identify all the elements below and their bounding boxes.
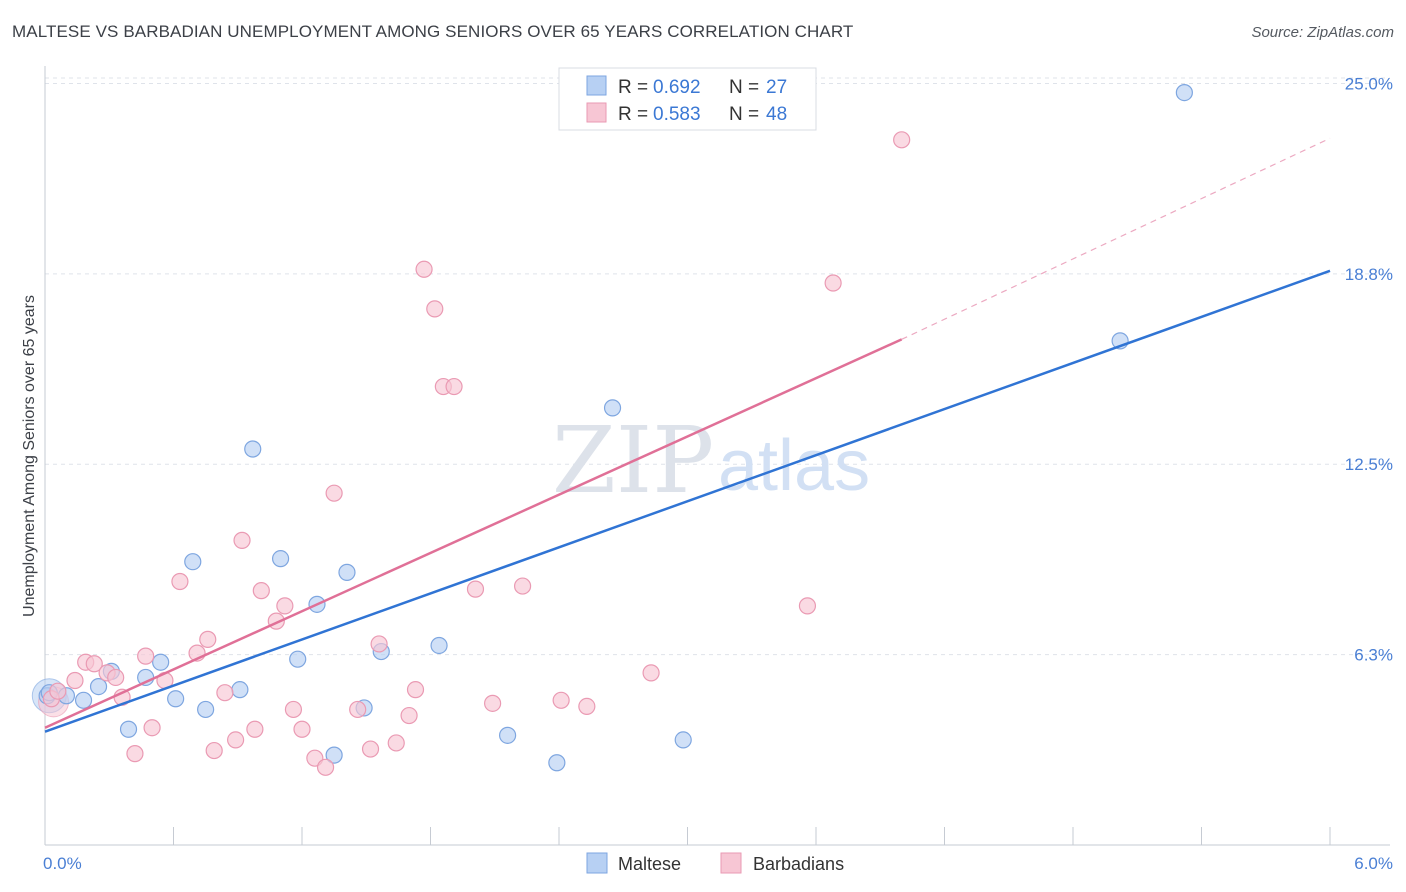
point-barbadian-41 — [552, 691, 570, 709]
trend-extension-barbadian — [901, 137, 1331, 340]
point-barbadian-6 — [107, 668, 125, 687]
point-barbadian-1 — [49, 682, 67, 700]
point-barbadian-9 — [137, 647, 155, 665]
point-barbadian-33 — [406, 681, 425, 699]
point-barbadian-45 — [824, 274, 842, 292]
point-maltese-17 — [325, 746, 343, 764]
y-axis-label: Unemployment Among Seniors over 65 years — [21, 295, 38, 617]
y-tick-label-2: 18.8% — [1345, 265, 1393, 284]
bottom-legend-swatch-barbadian — [720, 852, 742, 874]
point-maltese-10 — [184, 553, 202, 571]
legend-swatch-maltese — [586, 75, 607, 96]
point-maltese-23 — [548, 754, 566, 772]
data-points — [31, 83, 1193, 776]
watermark-atlas: atlas — [718, 426, 870, 506]
point-maltese-6 — [119, 720, 138, 738]
point-barbadian-2 — [66, 671, 84, 690]
point-barbadian-4 — [85, 655, 103, 673]
point-barbadian-37 — [445, 377, 463, 396]
legend-maltese-n-value: 27 — [766, 77, 787, 98]
point-barbadian-27 — [325, 484, 343, 502]
point-barbadian-30 — [370, 635, 388, 653]
point-maltese-3 — [74, 691, 93, 709]
point-barbadian-19 — [246, 720, 264, 738]
point-barbadian-43 — [642, 664, 660, 682]
legend-maltese-r-value: 0.692 — [653, 77, 701, 98]
point-barbadian-28 — [349, 700, 367, 719]
point-maltese-18 — [338, 563, 356, 581]
bottom-legend-swatch-maltese — [586, 852, 608, 874]
point-barbadian-17 — [227, 731, 245, 749]
point-barbadian-34 — [415, 260, 433, 278]
point-barbadian-16 — [216, 684, 234, 702]
x-tick-labels: 0.0% 6.0% — [43, 854, 1393, 873]
point-maltese-4 — [89, 677, 108, 696]
point-barbadian-40 — [513, 577, 532, 595]
point-barbadian-32 — [400, 706, 418, 725]
legend-barbadian-r-label: R = — [618, 104, 648, 125]
point-barbadian-44 — [798, 597, 817, 615]
point-barbadian-31 — [387, 734, 405, 752]
point-barbadian-18 — [233, 531, 251, 549]
gridlines — [45, 77, 1390, 656]
legend-swatch-barbadian — [586, 102, 607, 123]
legend-barbadian-n-label: N = — [729, 104, 759, 125]
y-tick-labels: 6.3% 12.5% 18.8% 25.0% — [1345, 74, 1393, 664]
chart-title: MALTESE VS BARBADIAN UNEMPLOYMENT AMONG … — [12, 22, 854, 41]
point-barbadian-39 — [484, 694, 502, 712]
point-maltese-15 — [289, 650, 307, 668]
point-barbadian-26 — [316, 758, 335, 776]
y-tick-label-3: 25.0% — [1345, 74, 1393, 93]
point-barbadian-46 — [893, 131, 911, 149]
series-legend: Maltese Barbadians — [586, 852, 844, 874]
bottom-legend-barbadians: Barbadians — [753, 854, 844, 874]
x-tick-label-0: 0.0% — [43, 854, 82, 873]
trend-line-barbadian — [44, 338, 903, 729]
point-maltese-22 — [499, 726, 517, 744]
correlation-legend: R = 0.692 N = 27 R = 0.583 N = 48 — [558, 67, 817, 131]
point-barbadian-15 — [205, 741, 223, 760]
trend-lines — [44, 137, 1331, 733]
point-maltese-9 — [167, 690, 185, 708]
legend-maltese-n-label: N = — [729, 77, 759, 98]
point-barbadian-38 — [466, 580, 485, 598]
point-barbadian-14 — [199, 630, 217, 648]
point-barbadian-23 — [284, 700, 303, 719]
point-barbadian-35 — [426, 300, 444, 318]
point-barbadian-42 — [578, 697, 596, 716]
point-barbadian-20 — [252, 582, 270, 600]
point-maltese-25 — [674, 731, 692, 749]
legend-barbadian-r-value: 0.583 — [653, 104, 701, 125]
axes — [44, 66, 1390, 846]
point-barbadian-10 — [143, 719, 161, 737]
point-maltese-12 — [231, 681, 249, 699]
point-maltese-11 — [197, 700, 215, 719]
y-tick-label-0: 6.3% — [1354, 646, 1393, 665]
x-tick-label-1: 6.0% — [1354, 854, 1393, 873]
point-barbadian-29 — [361, 740, 380, 758]
source-label: Source: ZipAtlas.com — [1251, 24, 1394, 41]
point-maltese-8 — [152, 653, 170, 671]
point-barbadian-24 — [293, 720, 311, 738]
bottom-legend-maltese: Maltese — [618, 854, 681, 874]
point-maltese-13 — [244, 440, 262, 458]
point-maltese-27 — [1175, 83, 1193, 102]
point-barbadian-12 — [171, 572, 189, 591]
point-maltese-24 — [603, 399, 622, 417]
legend-maltese-r-label: R = — [618, 77, 648, 98]
point-maltese-21 — [430, 636, 448, 655]
trend-line-maltese — [44, 269, 1331, 733]
point-maltese-14 — [271, 550, 290, 568]
legend-barbadian-n-value: 48 — [766, 104, 787, 125]
y-tick-label-1: 12.5% — [1345, 455, 1393, 474]
point-barbadian-22 — [276, 597, 294, 615]
watermark: ZIP atlas — [552, 407, 870, 514]
point-barbadian-8 — [126, 745, 144, 763]
